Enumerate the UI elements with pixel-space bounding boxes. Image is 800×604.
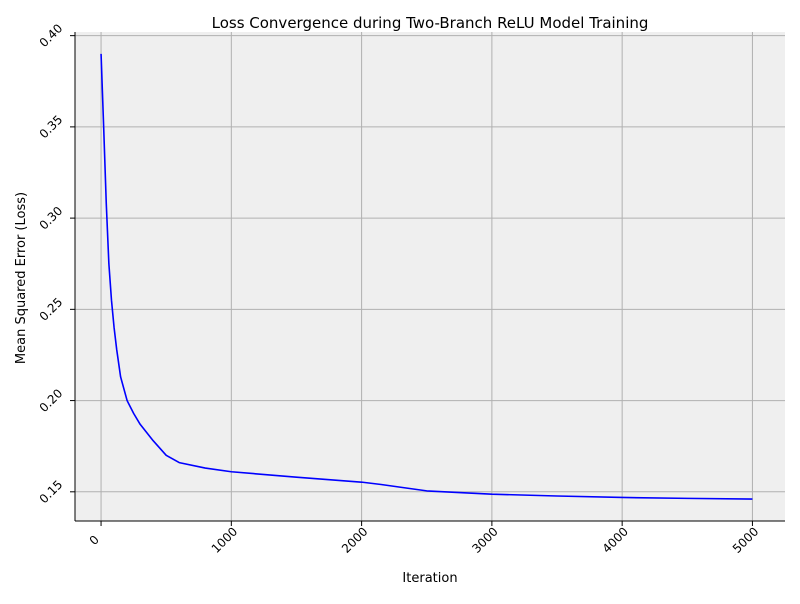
loss-line xyxy=(100,53,753,500)
x-axis-label: Iteration xyxy=(402,571,457,586)
y-tick-label: 0.40 xyxy=(37,21,66,50)
x-tick-label: 4000 xyxy=(600,524,631,555)
x-tick-label: 5000 xyxy=(730,524,761,555)
x-tick-label: 2000 xyxy=(339,524,370,555)
grid xyxy=(75,32,785,521)
x-tick-label: 0 xyxy=(87,533,102,548)
y-tick-label: 0.35 xyxy=(37,112,66,141)
x-tick-label: 3000 xyxy=(469,524,500,555)
y-tick-label: 0.15 xyxy=(37,477,66,506)
x-tick-label: 1000 xyxy=(209,524,240,555)
series-layer xyxy=(100,53,753,500)
y-tick-label: 0.20 xyxy=(37,386,66,415)
plot-background xyxy=(75,32,785,521)
chart-title: Loss Convergence during Two-Branch ReLU … xyxy=(212,14,649,32)
y-tick-label: 0.25 xyxy=(37,295,66,324)
axes xyxy=(74,32,785,522)
y-axis-label: Mean Squared Error (Loss) xyxy=(14,192,29,364)
y-tick-label: 0.30 xyxy=(37,204,66,233)
